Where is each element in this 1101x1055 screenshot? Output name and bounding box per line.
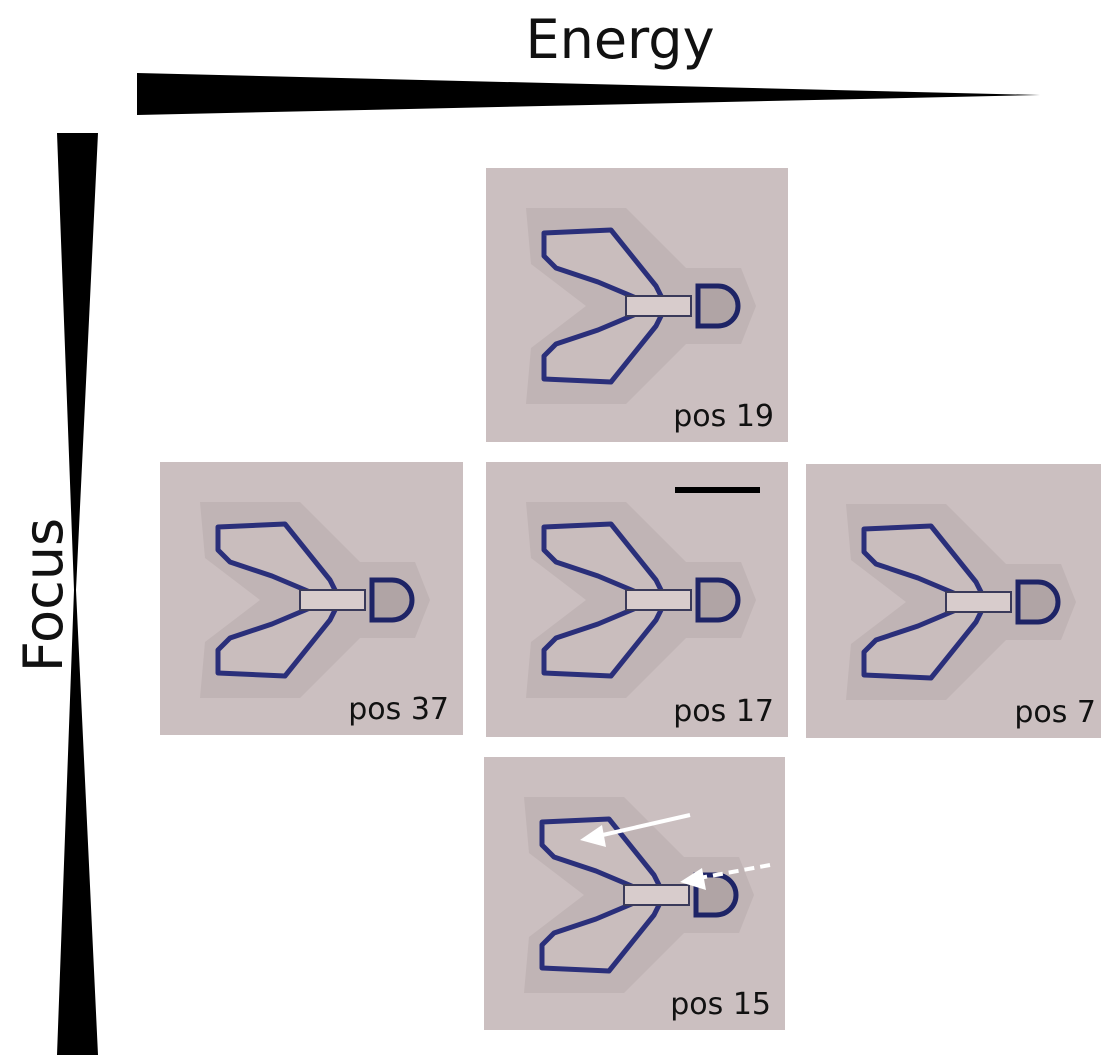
panel-label: pos 19 bbox=[673, 399, 774, 434]
panel: pos 19 bbox=[486, 168, 788, 442]
panel: pos 7 bbox=[806, 464, 1101, 738]
panel-label: pos 7 bbox=[1014, 695, 1096, 730]
energy-wedge bbox=[137, 73, 1040, 115]
focus-label: Focus bbox=[12, 518, 75, 672]
panel: pos 37 bbox=[160, 462, 463, 735]
panel: pos 15 bbox=[484, 757, 785, 1030]
panel-label: pos 15 bbox=[670, 987, 771, 1022]
energy-label: Energy bbox=[525, 8, 714, 71]
scale-bar bbox=[675, 487, 760, 493]
panel: pos 17 bbox=[486, 462, 788, 737]
figure: Energy Focus pos 19 pos 37 pos 17 pos 7 … bbox=[0, 0, 1101, 1055]
panel-label: pos 17 bbox=[673, 694, 774, 729]
panel-label: pos 37 bbox=[348, 692, 449, 727]
